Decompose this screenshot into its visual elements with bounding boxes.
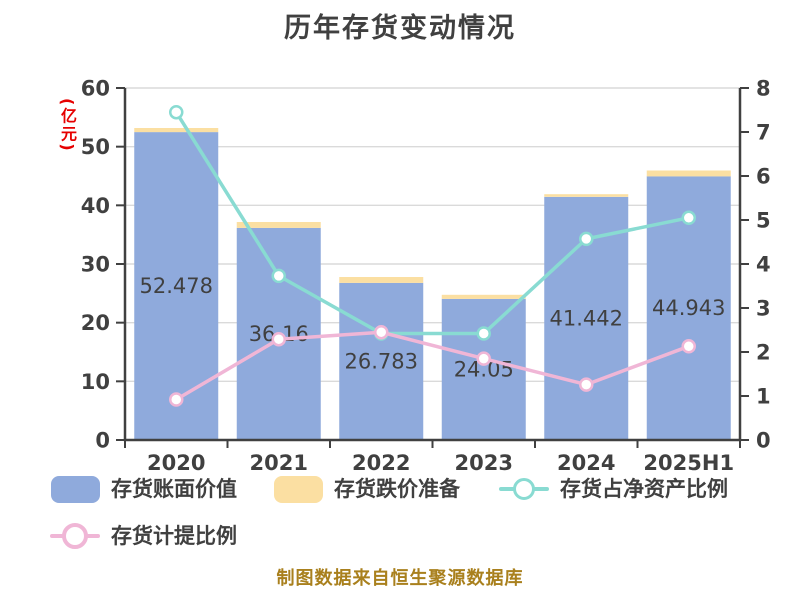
category-label-2020: 2020 <box>147 451 205 475</box>
right-axis-tick-label: 7 <box>756 121 771 145</box>
legend-item-inventory-book-value: 存货账面价值 <box>51 475 237 503</box>
left-axis-tick-label: 30 <box>81 253 110 277</box>
legend-dot-pink <box>62 523 88 549</box>
bar-2022 <box>339 282 424 440</box>
right-axis-tick-label: 3 <box>756 297 771 321</box>
right-axis-tick-label: 0 <box>756 429 771 453</box>
left-axis-tick-label: 50 <box>81 135 110 159</box>
bar-cap-2020 <box>134 128 219 133</box>
legend-marker-teal-line <box>499 475 549 503</box>
right-axis-tick-label: 5 <box>756 209 771 233</box>
right-axis-tick-label: 8 <box>756 77 771 101</box>
bar-2023 <box>441 298 526 440</box>
right-axis-tick-label: 1 <box>756 385 771 409</box>
left-axis-unit-label: (亿元) <box>58 98 77 153</box>
legend-label-inventory-to-net-assets-ratio: 存货占净资产比例 <box>560 477 728 501</box>
chart-title: 历年存货变动情况 <box>284 13 516 44</box>
legend-item-inventory-to-net-assets-ratio: 存货占净资产比例 <box>499 475 728 503</box>
right-axis-tick-label: 2 <box>756 341 771 365</box>
left-axis-tick-label: 60 <box>81 77 110 101</box>
bar-cap-2025H1 <box>646 170 731 177</box>
line-marker-1-2023 <box>476 351 491 366</box>
line-marker-1-2022 <box>374 324 389 340</box>
category-label-2021: 2021 <box>250 451 308 475</box>
line-marker-0-2024 <box>579 231 594 247</box>
legend-label-inventory-book-value: 存货账面价值 <box>111 477 237 501</box>
bar-value-label-2020: 52.478 <box>140 274 213 298</box>
line-marker-0-2021 <box>271 268 286 284</box>
legend-swatch-bar-orange <box>274 475 323 503</box>
legend-label-inventory-provision-ratio: 存货计提比例 <box>111 524 237 548</box>
line-series-0 <box>174 111 690 336</box>
left-axis-tick-label: 10 <box>81 370 110 394</box>
bar-value-label-2024: 41.442 <box>550 306 623 330</box>
left-axis-tick-label: 40 <box>81 194 110 218</box>
left-axis-tick-label: 0 <box>95 429 110 453</box>
category-label-2024: 2024 <box>557 451 615 475</box>
bar-cap-2022 <box>339 277 424 283</box>
bar-cap-2024 <box>544 194 629 197</box>
line-marker-0-2020 <box>169 104 184 120</box>
line-marker-1-2025H1 <box>681 339 696 354</box>
line-marker-0-2025H1 <box>681 210 696 226</box>
line-marker-0-2023 <box>476 326 491 341</box>
category-label-2025H1: 2025H1 <box>643 451 734 475</box>
line-marker-1-2021 <box>271 331 286 347</box>
line-marker-1-2020 <box>169 392 184 407</box>
line-series-1 <box>175 330 690 402</box>
category-label-2023: 2023 <box>455 451 513 475</box>
bar-cap-2021 <box>236 222 321 228</box>
data-source-note: 制图数据来自恒生聚源数据库 <box>276 568 524 589</box>
legend-item-inventory-provision-ratio: 存货计提比例 <box>50 522 237 550</box>
line-marker-1-2024 <box>579 377 594 392</box>
right-axis-tick-label: 6 <box>756 165 771 189</box>
bar-2020 <box>134 132 219 440</box>
legend-dot-teal <box>513 478 535 500</box>
legend-swatch-bar-blue <box>51 475 100 503</box>
legend-label-inventory-writedown-reserve: 存货跌价准备 <box>334 477 460 501</box>
bar-value-label-2022: 26.783 <box>345 349 418 373</box>
bar-cap-2023 <box>441 294 526 299</box>
bar-value-label-2025H1: 44.943 <box>652 296 725 320</box>
left-axis-tick-label: 20 <box>81 311 110 335</box>
right-axis-tick-label: 4 <box>756 253 771 277</box>
category-label-2022: 2022 <box>352 451 410 475</box>
legend-item-inventory-writedown-reserve: 存货跌价准备 <box>274 475 460 503</box>
legend-marker-pink-line <box>50 522 100 550</box>
